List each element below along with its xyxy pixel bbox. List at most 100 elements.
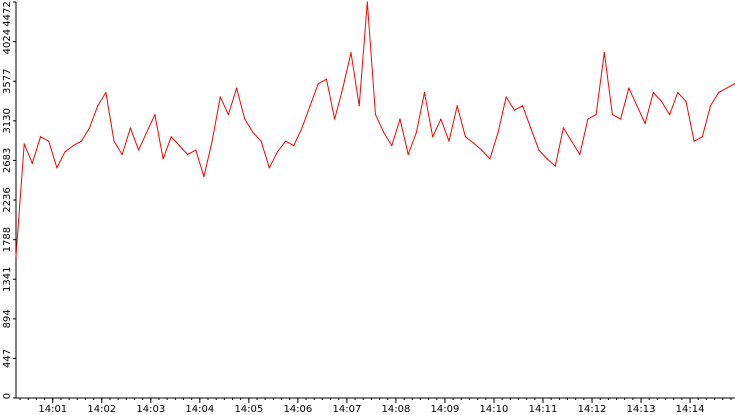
data-point [456,105,458,107]
x-axis: 14:01 14:02 14:03 14:04 14:05 14:06 14:07 14:08… [16,397,735,415]
data-point [415,131,417,133]
data-point [244,118,246,120]
data-point [178,145,181,147]
data-point [309,105,311,107]
data-point [39,136,42,138]
data-point [562,127,565,129]
data-point [285,140,287,142]
data-point [538,149,540,151]
data-point [636,105,638,107]
data-point [48,140,50,142]
data-point [162,158,164,160]
y-tick-label: 4024 [2,29,13,54]
data-point [366,1,368,3]
data-point [685,100,687,102]
x-tick-label: 14:14 [676,404,705,415]
y-tick-label: 447 [2,349,13,368]
data-point [113,140,115,142]
data-point [219,96,221,98]
x-tick-label: 14:10 [480,404,509,415]
data-point [342,87,344,89]
data-point [56,167,58,169]
data-point [121,153,123,156]
y-tick-label: 1788 [2,227,13,252]
x-tick-label: 14:05 [234,404,263,415]
data-point [579,153,581,156]
data-point [72,145,74,147]
y-tick-label: 894 [2,309,13,328]
data-point [252,131,254,133]
x-tick-label: 14:12 [578,404,607,415]
data-point [88,127,91,129]
data-point [660,100,663,102]
data-point [513,109,515,111]
data-point [154,114,156,116]
data-point [15,255,17,257]
data-point [236,87,238,89]
data-point [129,127,131,129]
data-point [644,122,646,125]
data-point [709,105,712,107]
data-point [399,118,401,120]
data-point [587,118,589,120]
data-point [334,118,336,120]
data-point [432,136,434,138]
data-point [374,114,377,116]
data-point [570,140,573,142]
y-axis: 0 447 894 1341 1788 2236 2683 3130 3577 4024 4472 [2,1,17,399]
y-tick-label: 1341 [2,267,13,292]
y-tick-label: 3577 [2,69,13,94]
data-point [23,143,25,145]
y-tick-label: 3130 [2,108,13,133]
data-point [595,114,597,116]
data-point [268,167,270,169]
data-point [481,149,483,151]
data-point [701,136,703,138]
data-point [489,158,491,160]
data-point [211,140,213,142]
y-tick-label: 4472 [2,1,13,26]
data-point [391,145,393,147]
x-tick-label: 14:02 [87,404,116,415]
data-point [472,142,475,144]
x-tick-label: 14:08 [382,404,411,415]
x-tick-label: 14:03 [136,404,165,415]
data-point [521,105,524,107]
data-point [137,149,140,151]
x-tick-label: 14:04 [185,404,214,415]
data-point [440,118,442,120]
data-point [505,96,507,98]
x-tick-label: 14:07 [332,404,361,415]
data-point [628,87,630,89]
data-point [383,131,385,133]
data-point [31,162,33,164]
data-point [652,91,654,94]
x-tick-label: 14:01 [38,404,67,415]
data-point [325,78,328,80]
data-point [693,140,695,142]
data-point [80,140,82,142]
data-point [186,153,189,156]
data-point [677,91,679,94]
data-point [301,127,303,129]
data-point [464,136,466,138]
data-point [554,165,556,167]
data-point [203,176,205,178]
y-tick-label: 0 [2,393,13,399]
data-point [276,151,279,153]
data-point [448,140,450,142]
x-tick-label: 14:06 [283,404,312,415]
data-point [170,136,172,138]
x-tick-label: 14:11 [529,404,558,415]
y-tick-label: 2236 [2,187,13,212]
data-point [718,91,720,94]
data-point [423,91,426,94]
data-point [260,140,262,142]
data-point [317,83,319,85]
data-point [227,114,230,116]
data-point [64,151,66,153]
data-point [350,52,352,54]
data-point [603,52,605,54]
data-point [195,149,197,151]
